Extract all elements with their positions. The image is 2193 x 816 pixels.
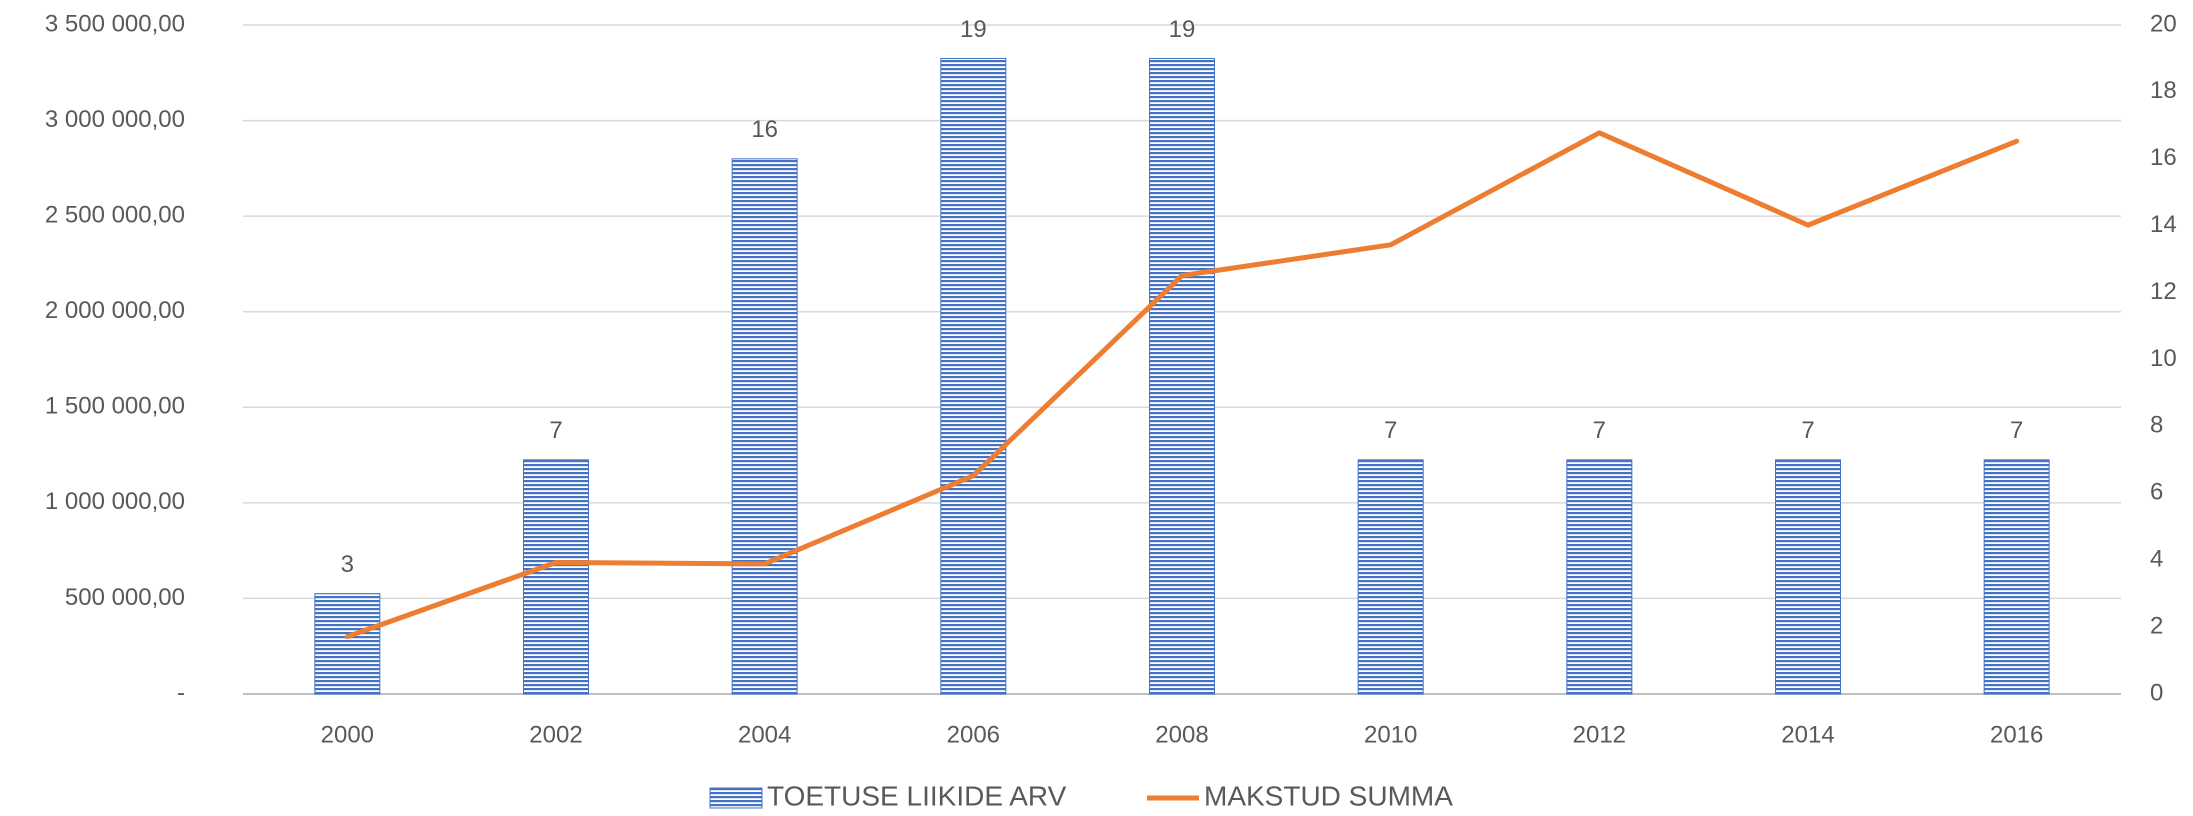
- bar: [1566, 459, 1633, 695]
- y-tick-label: 500 000,00: [65, 584, 185, 611]
- x-tick-label: 2002: [529, 721, 582, 748]
- y2-tick-label: 12: [2150, 278, 2177, 305]
- y-tick-label: 3 000 000,00: [45, 106, 185, 133]
- x-tick-label: 2016: [1990, 721, 2043, 748]
- data-label: 7: [549, 417, 562, 444]
- y-tick-label: 1 500 000,00: [45, 393, 185, 420]
- y2-tick-label: 6: [2150, 479, 2163, 506]
- data-label: 3: [341, 551, 354, 578]
- bar: [523, 459, 589, 695]
- data-label: 7: [2010, 417, 2023, 444]
- bar: [314, 593, 381, 695]
- x-tick-label: 2012: [1573, 721, 1626, 748]
- data-label: 19: [1169, 16, 1196, 43]
- legend-label: TOETUSE LIIKIDE ARV: [767, 780, 1067, 811]
- data-label: 7: [1593, 417, 1606, 444]
- x-tick-label: 2010: [1364, 721, 1417, 748]
- bar: [1149, 57, 1215, 695]
- bar: [1357, 459, 1424, 695]
- y2-tick-label: 20: [2150, 10, 2177, 37]
- data-label: 19: [960, 16, 987, 43]
- y2-tick-label: 14: [2150, 211, 2177, 238]
- y2-tick-label: 8: [2150, 412, 2163, 439]
- x-tick-label: 2006: [947, 721, 1000, 748]
- y-tick-label: 2 500 000,00: [45, 201, 185, 228]
- x-tick-label: 2000: [321, 721, 374, 748]
- line: [344, 130, 2020, 640]
- y2-tick-label: 16: [2150, 144, 2177, 171]
- y2-tick-label: 10: [2150, 345, 2177, 372]
- bar: [1983, 459, 2050, 695]
- y2-tick-label: 2: [2150, 612, 2163, 639]
- bar: [1775, 459, 1841, 695]
- y-tick-label: -: [177, 679, 185, 706]
- x-tick-label: 2008: [1155, 721, 1208, 748]
- y-tick-label: 2 000 000,00: [45, 297, 185, 324]
- y-tick-label: 1 000 000,00: [45, 488, 185, 515]
- y2-tick-label: 18: [2150, 77, 2177, 104]
- y2-tick-label: 0: [2150, 679, 2163, 706]
- x-tick-label: 2004: [738, 721, 791, 748]
- legend-swatch: [709, 787, 763, 809]
- y2-tick-label: 4: [2150, 546, 2163, 573]
- legend-label: MAKSTUD SUMMA: [1204, 780, 1453, 811]
- data-label: 7: [1384, 417, 1397, 444]
- x-tick-label: 2014: [1781, 721, 1834, 748]
- data-label: 16: [751, 116, 778, 143]
- data-label: 7: [1801, 417, 1814, 444]
- bar: [940, 57, 1007, 695]
- y-tick-label: 3 500 000,00: [45, 10, 185, 37]
- bar: [731, 158, 798, 695]
